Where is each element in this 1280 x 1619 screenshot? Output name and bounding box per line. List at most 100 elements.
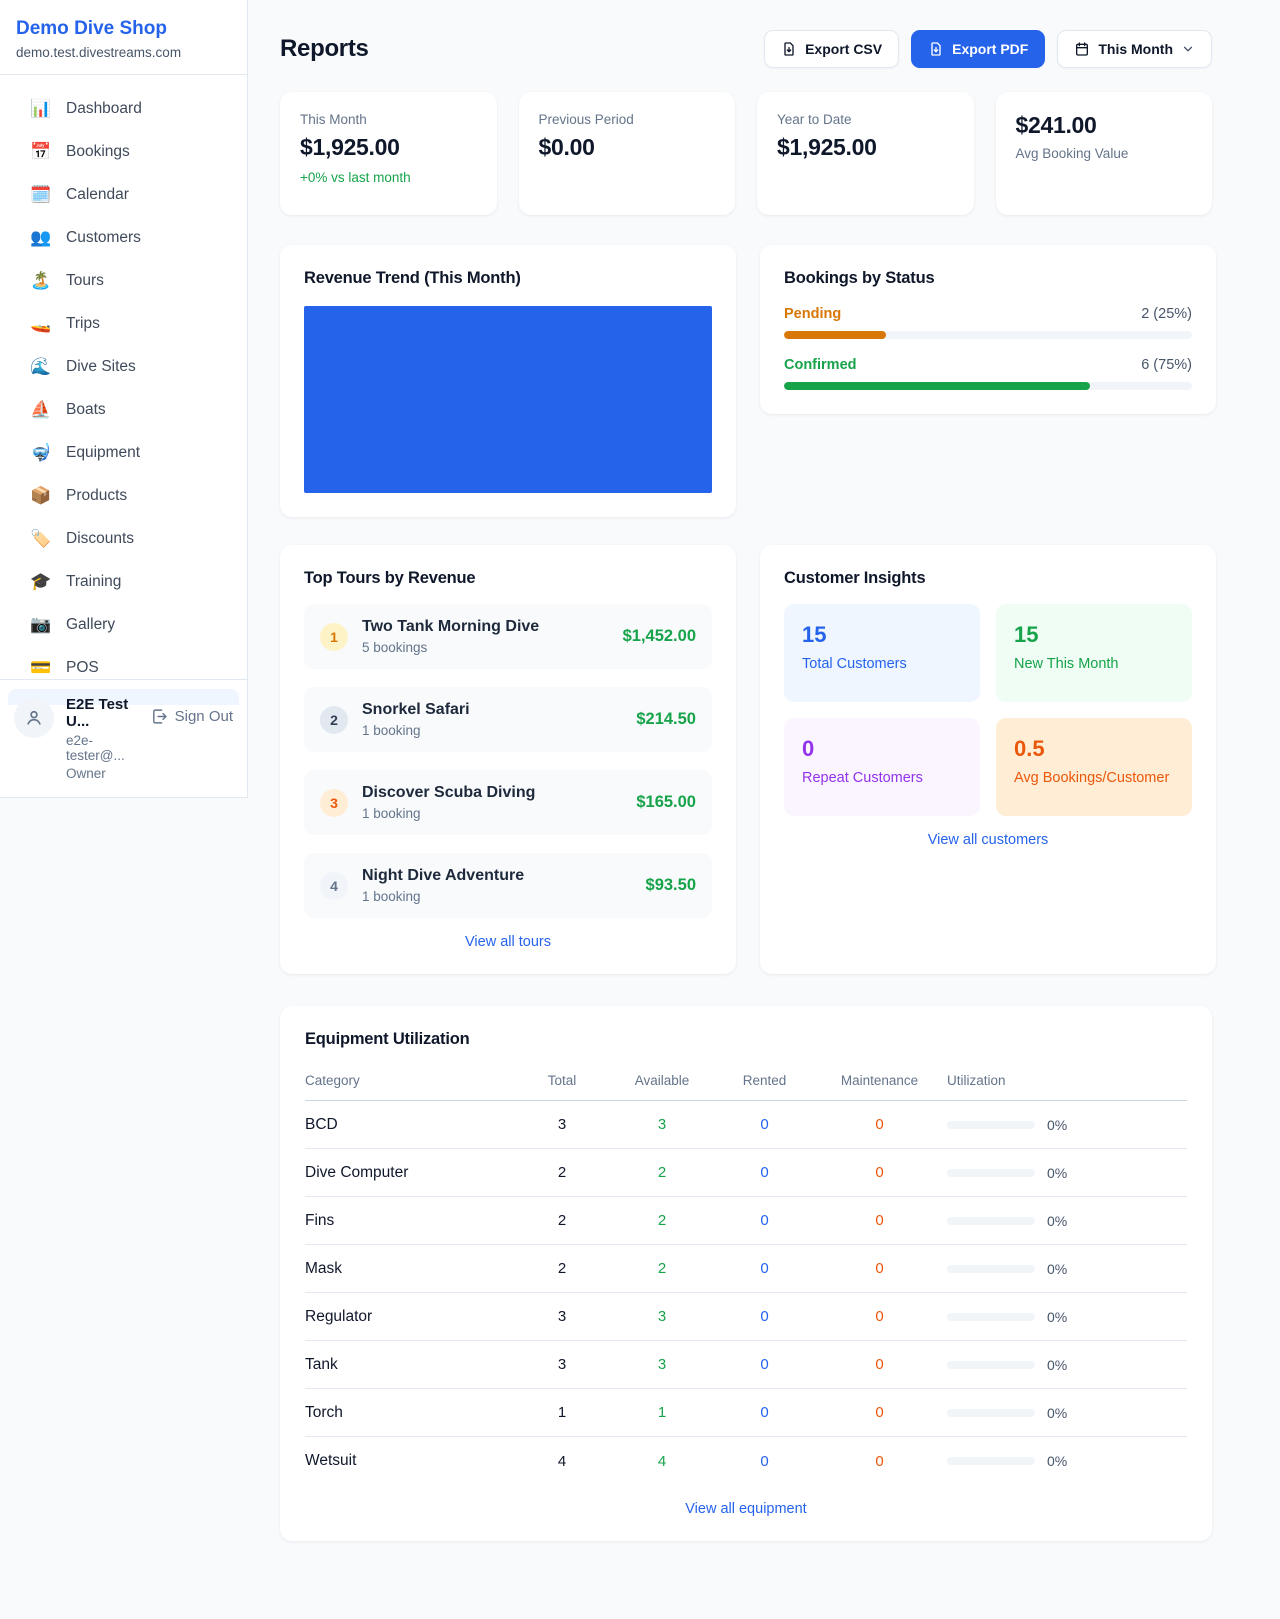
tour-bookings: 1 booking [362, 889, 421, 904]
list-item[interactable]: 3 Discover Scuba Diving 1 booking $165.00 [304, 770, 712, 835]
sidebar-item-pos[interactable]: 💳 POS [8, 646, 239, 689]
sidebar-item-customers[interactable]: 👥 Customers [8, 216, 239, 259]
cell-utilization: 0% [947, 1261, 1067, 1277]
utilization-pct: 0% [1047, 1308, 1068, 1325]
utilization-track [947, 1216, 1035, 1225]
list-item[interactable]: 1 Two Tank Morning Dive 5 bookings $1,452… [304, 604, 712, 669]
diving-mask-icon: 🤿 [30, 443, 52, 462]
sidebar-item-label: Dashboard [66, 99, 142, 117]
export-csv-label: Export CSV [805, 41, 883, 57]
equipment-utilization-card: Equipment Utilization Category Total Ava… [280, 1006, 1212, 1541]
insights-row: Top Tours by Revenue 1 Two Tank Morning … [280, 545, 1216, 974]
cell-maintenance: 0 [812, 1293, 947, 1341]
cell-category: Mask [305, 1245, 517, 1293]
cell-category: Regulator [305, 1293, 517, 1341]
sidebar-item-products[interactable]: 📦 Products [8, 474, 239, 517]
sidebar-item-dive-sites[interactable]: 🌊 Dive Sites [8, 345, 239, 388]
cell-total: 3 [517, 1341, 607, 1389]
status-label: Confirmed [784, 357, 857, 373]
tile-avg-bookings: 0.5 Avg Bookings/Customer [996, 718, 1192, 816]
cell-maintenance: 0 [812, 1149, 947, 1197]
cell-rented: 0 [717, 1101, 812, 1149]
sidebar-item-bookings[interactable]: 📅 Bookings [8, 130, 239, 173]
export-pdf-button[interactable]: Export PDF [911, 30, 1046, 68]
cell-utilization: 0% [947, 1309, 1067, 1325]
sailboat-icon: ⛵ [30, 400, 52, 419]
tile-value: 15 [802, 622, 827, 647]
tour-bookings: 1 booking [362, 806, 421, 821]
tile-value: 15 [1014, 622, 1039, 647]
sidebar-item-equipment[interactable]: 🤿 Equipment [8, 431, 239, 474]
sidebar-item-reports-partial[interactable] [8, 689, 239, 705]
main-content: Reports Export CSV Export PDF This Month… [280, 30, 1216, 1619]
page-title: Reports [280, 35, 369, 62]
sidebar-item-label: Customers [66, 228, 141, 246]
cell-available: 1 [607, 1389, 717, 1437]
cell-available: 2 [607, 1245, 717, 1293]
shop-name: Demo Dive Shop [16, 18, 167, 39]
status-row-pending: Pending 2 (25%) [784, 306, 1192, 339]
stat-value: $0.00 [538, 134, 595, 160]
graduation-cap-icon: 🎓 [30, 572, 52, 591]
utilization-track [947, 1408, 1035, 1417]
sidebar-item-boats[interactable]: ⛵ Boats [8, 388, 239, 431]
utilization-pct: 0% [1047, 1164, 1068, 1181]
table-row: BCD 3 3 0 0 0% [305, 1101, 1187, 1149]
tile-label: Avg Bookings/Customer [1014, 770, 1170, 786]
stat-value: $1,925.00 [300, 134, 400, 160]
sidebar-item-label: Boats [66, 400, 106, 418]
view-all-equipment-link[interactable]: View all equipment [685, 1501, 807, 1517]
table-row: Fins 2 2 0 0 0% [305, 1197, 1187, 1245]
tile-label: Repeat Customers [802, 770, 923, 786]
export-csv-button[interactable]: Export CSV [764, 30, 900, 68]
sidebar-item-calendar[interactable]: 🗓️ Calendar [8, 173, 239, 216]
cell-maintenance: 0 [812, 1101, 947, 1149]
column-header: Maintenance [812, 1063, 947, 1101]
bar-chart-icon: 📊 [30, 99, 52, 118]
cell-total: 2 [517, 1149, 607, 1197]
cell-category: Torch [305, 1389, 517, 1437]
sign-out-label: Sign Out [174, 708, 233, 725]
label-icon: 🏷️ [30, 529, 52, 548]
list-item[interactable]: 2 Snorkel Safari 1 booking $214.50 [304, 687, 712, 752]
sign-out-button[interactable]: Sign Out [151, 708, 233, 725]
progress-fill [784, 382, 1090, 390]
utilization-pct: 0% [1047, 1212, 1068, 1229]
tile-label: Total Customers [802, 656, 907, 672]
utilization-track [947, 1457, 1035, 1465]
utilization-track [947, 1312, 1035, 1321]
user-info: E2E Test U... e2e-tester@... Owner [66, 696, 151, 781]
user-name: E2E Test U... [66, 696, 129, 730]
tile-total-customers: 15 Total Customers [784, 604, 980, 702]
sidebar-item-discounts[interactable]: 🏷️ Discounts [8, 517, 239, 560]
view-all-customers-link[interactable]: View all customers [927, 832, 1049, 848]
tour-revenue: $214.50 [636, 710, 696, 728]
person-icon [27, 710, 41, 725]
view-all-tours-link[interactable]: View all tours [465, 934, 551, 950]
sidebar-item-trips[interactable]: 🚤 Trips [8, 302, 239, 345]
charts-row: Revenue Trend (This Month) Bookings by S… [280, 245, 1216, 517]
top-tours-card: Top Tours by Revenue 1 Two Tank Morning … [280, 545, 736, 974]
calendar-icon: 📅 [30, 142, 52, 161]
sidebar-item-dashboard[interactable]: 📊 Dashboard [8, 87, 239, 130]
table-row: Mask 2 2 0 0 0% [305, 1245, 1187, 1293]
cell-utilization: 0% [947, 1357, 1067, 1373]
status-row-confirmed: Confirmed 6 (75%) [784, 357, 1192, 390]
sidebar-item-gallery[interactable]: 📷 Gallery [8, 603, 239, 646]
package-icon: 📦 [30, 486, 52, 505]
sidebar-item-training[interactable]: 🎓 Training [8, 560, 239, 603]
cell-available: 2 [607, 1197, 717, 1245]
rank-badge: 1 [320, 622, 348, 651]
list-item[interactable]: 4 Night Dive Adventure 1 booking $93.50 [304, 853, 712, 918]
column-header: Category [305, 1063, 517, 1101]
cell-total: 3 [517, 1101, 607, 1149]
sidebar-item-label: Trips [66, 314, 100, 332]
cell-total: 3 [517, 1293, 607, 1341]
period-dropdown[interactable]: This Month [1057, 30, 1212, 68]
cell-rented: 0 [717, 1389, 812, 1437]
cell-utilization: 0% [947, 1453, 1067, 1469]
status-label: Pending [784, 306, 842, 322]
speedboat-icon: 🚤 [30, 314, 52, 333]
sidebar-item-tours[interactable]: 🏝️ Tours [8, 259, 239, 302]
column-header: Utilization [947, 1063, 1187, 1101]
